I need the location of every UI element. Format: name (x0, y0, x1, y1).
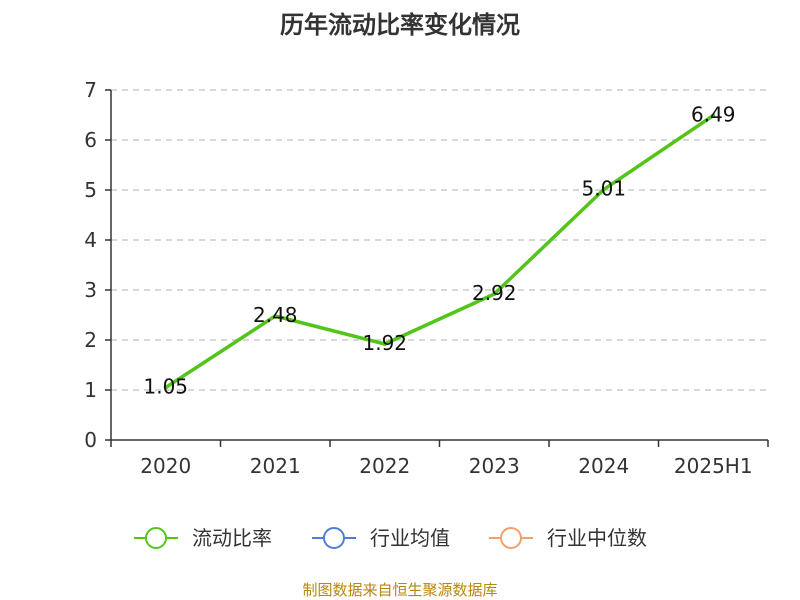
gridlines (111, 89, 768, 391)
data-point-2020 (163, 385, 168, 390)
series-layer (163, 113, 716, 390)
legend-label-industry-mean: 行业均值 (370, 526, 450, 550)
data-point-2021 (273, 314, 278, 318)
legend-label-current-ratio: 流动比率 (192, 526, 272, 550)
y-tick-label-6: 6 (84, 128, 97, 152)
y-axis-ticks: 0 1 2 3 4 5 6 7 (84, 78, 111, 452)
chart-title: 历年流动比率变化情况 (280, 11, 520, 39)
legend-marker-industry-mean (323, 527, 345, 549)
y-tick-label-5: 5 (84, 178, 97, 202)
data-label-2022: 1.92 (362, 331, 407, 355)
axes (110, 90, 768, 441)
x-tick-label-2020: 2020 (140, 454, 191, 478)
data-label-2023: 2.92 (472, 281, 517, 305)
data-label-2024: 5.01 (581, 177, 626, 201)
data-point-2023 (492, 292, 497, 296)
y-tick-label-1: 1 (84, 378, 97, 402)
y-tick-label-0: 0 (84, 428, 97, 452)
y-tick-label-3: 3 (84, 278, 97, 302)
x-tick-label-2024: 2024 (578, 454, 629, 478)
data-label-2020: 1.05 (143, 375, 188, 399)
x-tick-label-2022: 2022 (359, 454, 410, 478)
x-tick-label-2023: 2023 (469, 454, 520, 478)
data-point-2022 (382, 342, 387, 346)
y-tick-label-4: 4 (84, 228, 97, 252)
data-labels: 1.05 2.48 1.92 2.92 5.01 6.49 (143, 103, 735, 399)
legend-item-current-ratio[interactable]: 流动比率 (134, 526, 272, 550)
legend-item-industry-mean[interactable]: 行业均值 (312, 526, 450, 550)
series-line-current-ratio (164, 113, 715, 390)
legend-marker-industry-median (500, 527, 522, 549)
source-note: 制图数据来自恒生聚源数据库 (302, 581, 497, 599)
data-label-2021: 2.48 (253, 303, 298, 327)
x-tick-label-2025H1: 2025H1 (674, 454, 753, 478)
y-tick-label-2: 2 (84, 328, 97, 352)
x-axis-ticks: 2020 2021 2022 2023 2024 2025H1 (110, 440, 769, 478)
x-tick-label-2021: 2021 (250, 454, 301, 478)
legend-label-industry-median: 行业中位数 (547, 526, 647, 550)
data-point-2024 (601, 187, 606, 192)
legend-marker-current-ratio (145, 527, 167, 549)
legend-item-industry-median[interactable]: 行业中位数 (489, 526, 647, 550)
legend: 流动比率 行业均值 行业中位数 (134, 526, 647, 550)
y-tick-label-7: 7 (84, 78, 97, 102)
data-label-2025H1: 6.49 (691, 103, 736, 127)
data-point-2025H1 (711, 113, 716, 118)
